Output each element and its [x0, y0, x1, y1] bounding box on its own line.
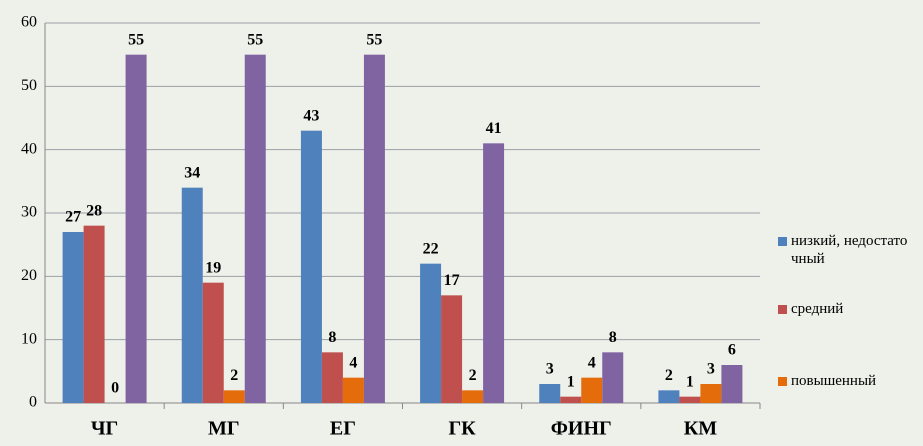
legend-label: средний — [791, 301, 844, 317]
data-label: 8 — [609, 329, 617, 346]
bar — [441, 295, 463, 403]
bar — [62, 232, 84, 403]
data-label: 55 — [247, 31, 263, 48]
legend-label: низкий, недостаточный — [791, 233, 908, 267]
y-tick-label: 10 — [21, 330, 37, 347]
legend-entry: средний — [778, 300, 918, 318]
data-label: 1 — [686, 373, 694, 390]
bar — [363, 54, 385, 404]
bar — [721, 365, 743, 403]
bar — [581, 377, 603, 403]
legend-label: повышенный — [791, 373, 877, 389]
data-label: 17 — [444, 272, 460, 289]
data-label: 55 — [128, 31, 144, 48]
data-label: 1 — [567, 373, 575, 390]
data-label: 2 — [665, 367, 673, 384]
x-tick-label: ФИНГ — [551, 418, 612, 440]
y-tick-label: 50 — [21, 77, 37, 94]
legend-entry: низкий, недостаточный — [778, 232, 918, 268]
data-label: 3 — [546, 361, 554, 378]
data-label: 2 — [469, 367, 477, 384]
legend-entry: повышенный — [778, 372, 918, 390]
data-label: 22 — [423, 240, 439, 257]
data-label: 8 — [328, 329, 336, 346]
bar — [700, 384, 722, 403]
data-label: 0 — [111, 380, 119, 397]
bar — [83, 225, 105, 403]
data-label: 19 — [205, 259, 221, 276]
data-label: 2 — [230, 367, 238, 384]
bar — [679, 396, 701, 403]
bar — [420, 263, 442, 403]
legend-swatch — [778, 377, 787, 386]
data-label: 41 — [486, 120, 502, 137]
x-tick-label: МГ — [208, 418, 240, 440]
y-tick-label: 20 — [21, 267, 37, 284]
bar — [560, 396, 582, 403]
x-tick-label: КМ — [684, 418, 718, 440]
x-tick-label: ЧГ — [91, 418, 118, 440]
bar — [202, 282, 224, 403]
bar — [602, 352, 624, 403]
y-tick-label: 30 — [21, 204, 37, 221]
legend-swatch — [778, 237, 787, 246]
data-label: 4 — [349, 354, 357, 371]
bar — [300, 130, 322, 403]
data-label: 55 — [366, 31, 382, 48]
bar — [181, 187, 203, 403]
bar — [462, 390, 484, 403]
data-label: 3 — [707, 361, 715, 378]
bar — [244, 54, 266, 404]
bar — [342, 377, 364, 403]
bar — [539, 384, 561, 403]
bar — [223, 390, 245, 403]
data-label: 43 — [303, 107, 319, 124]
y-tick-label: 40 — [21, 140, 37, 157]
legend-swatch — [778, 305, 787, 314]
y-tick-label: 60 — [21, 14, 37, 31]
bar — [321, 352, 343, 403]
data-label: 6 — [728, 342, 736, 359]
data-label: 4 — [588, 354, 596, 371]
y-tick-label: 0 — [29, 394, 37, 411]
bar — [658, 390, 680, 403]
data-label: 34 — [184, 164, 200, 181]
data-label: 27 — [65, 209, 81, 226]
bar — [483, 143, 505, 404]
x-tick-label: ГК — [448, 418, 476, 440]
bar — [125, 54, 147, 404]
data-label: 28 — [86, 202, 102, 219]
x-tick-label: ЕГ — [330, 418, 356, 440]
